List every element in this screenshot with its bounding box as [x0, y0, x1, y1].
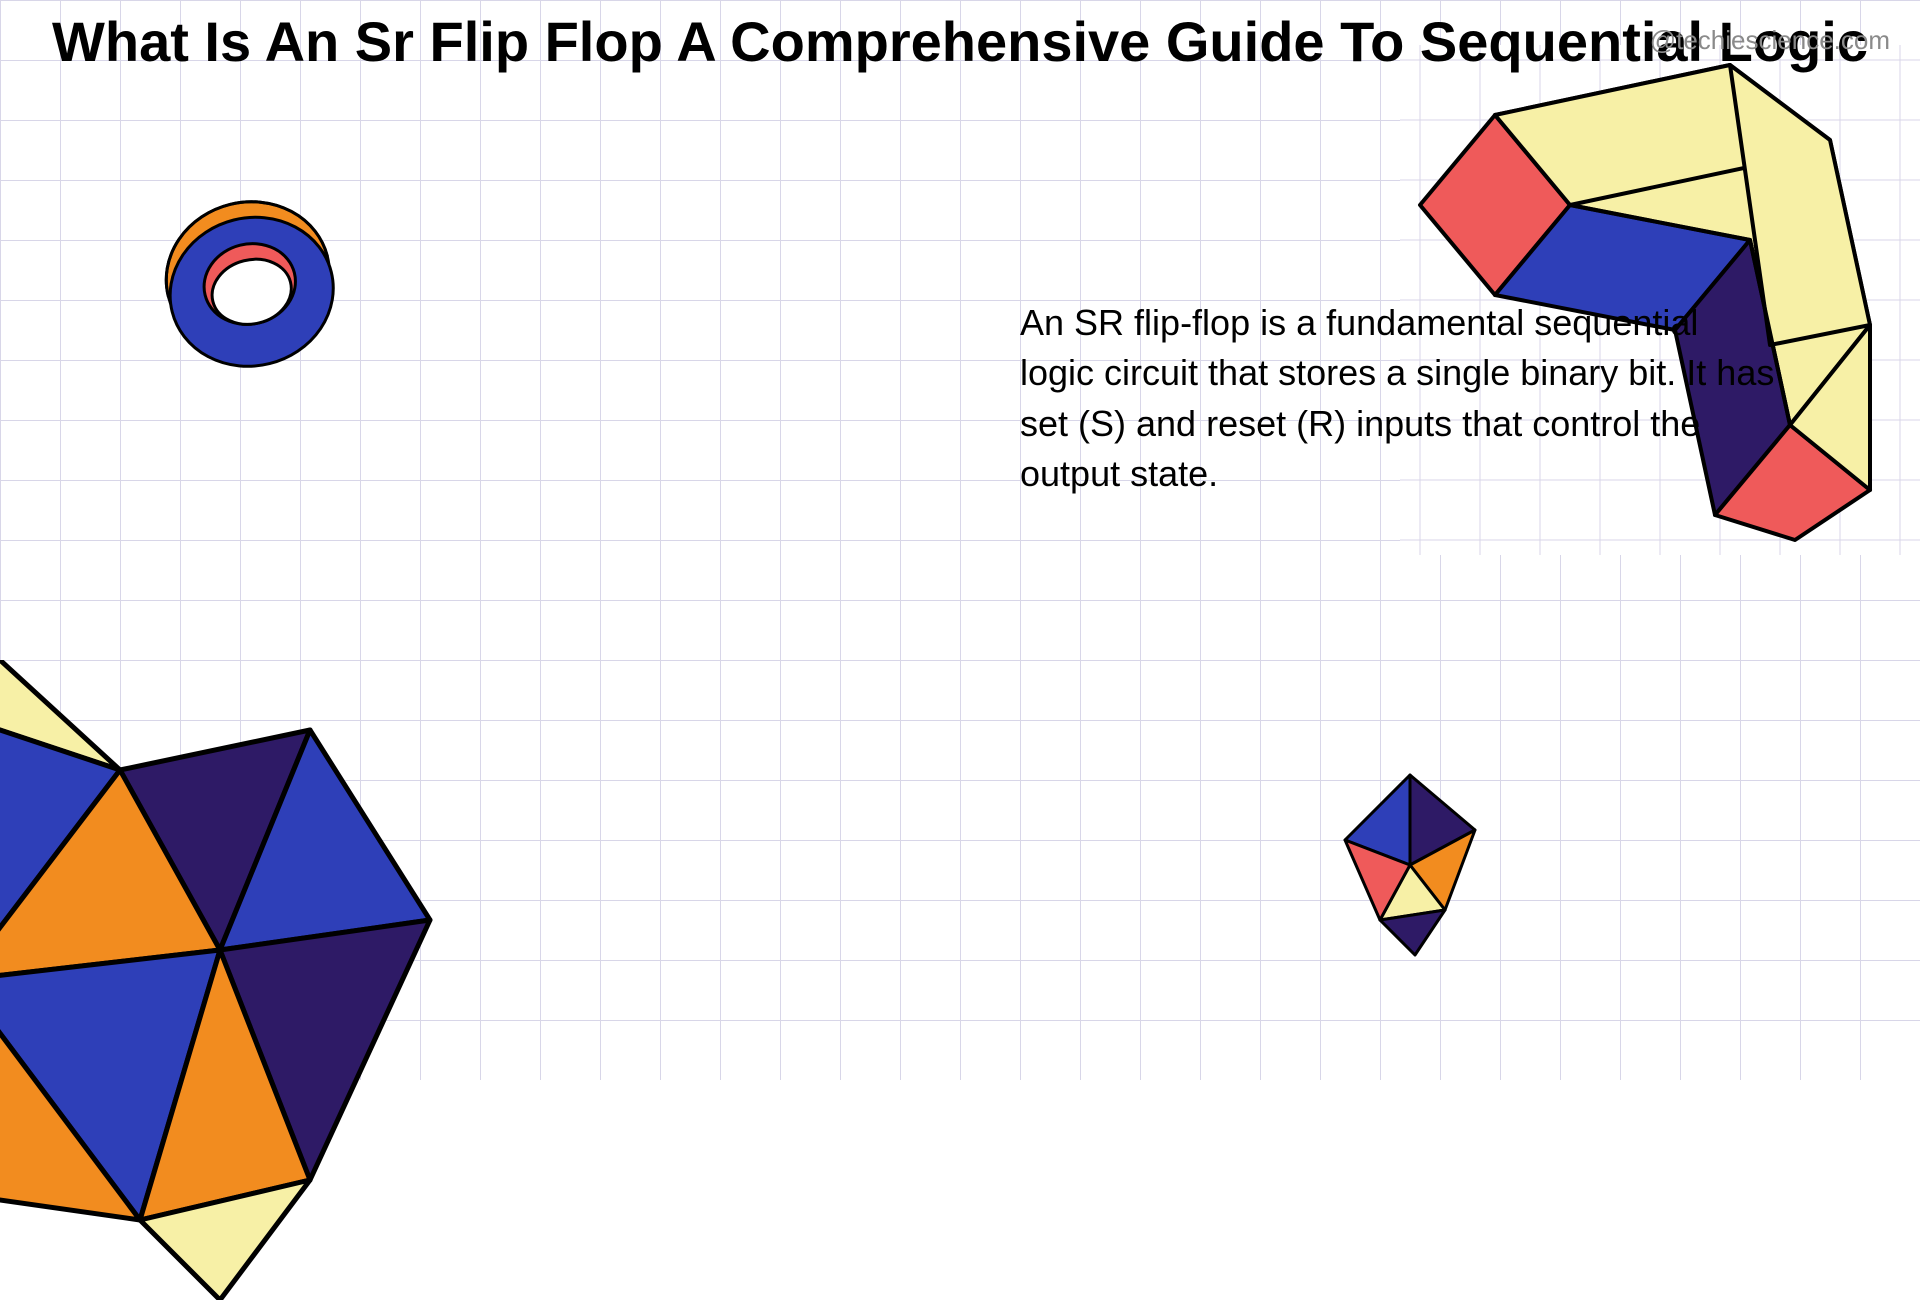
page-title: What Is An Sr Flip Flop A Comprehensive … [0, 0, 1920, 74]
icosahedron-shape [0, 660, 480, 1300]
ring-shape [150, 180, 350, 390]
footer-attribution: @techiescience.com [1650, 25, 1890, 56]
small-gem-shape [1325, 770, 1495, 960]
body-paragraph: An SR flip-flop is a fundamental sequent… [1020, 298, 1780, 500]
